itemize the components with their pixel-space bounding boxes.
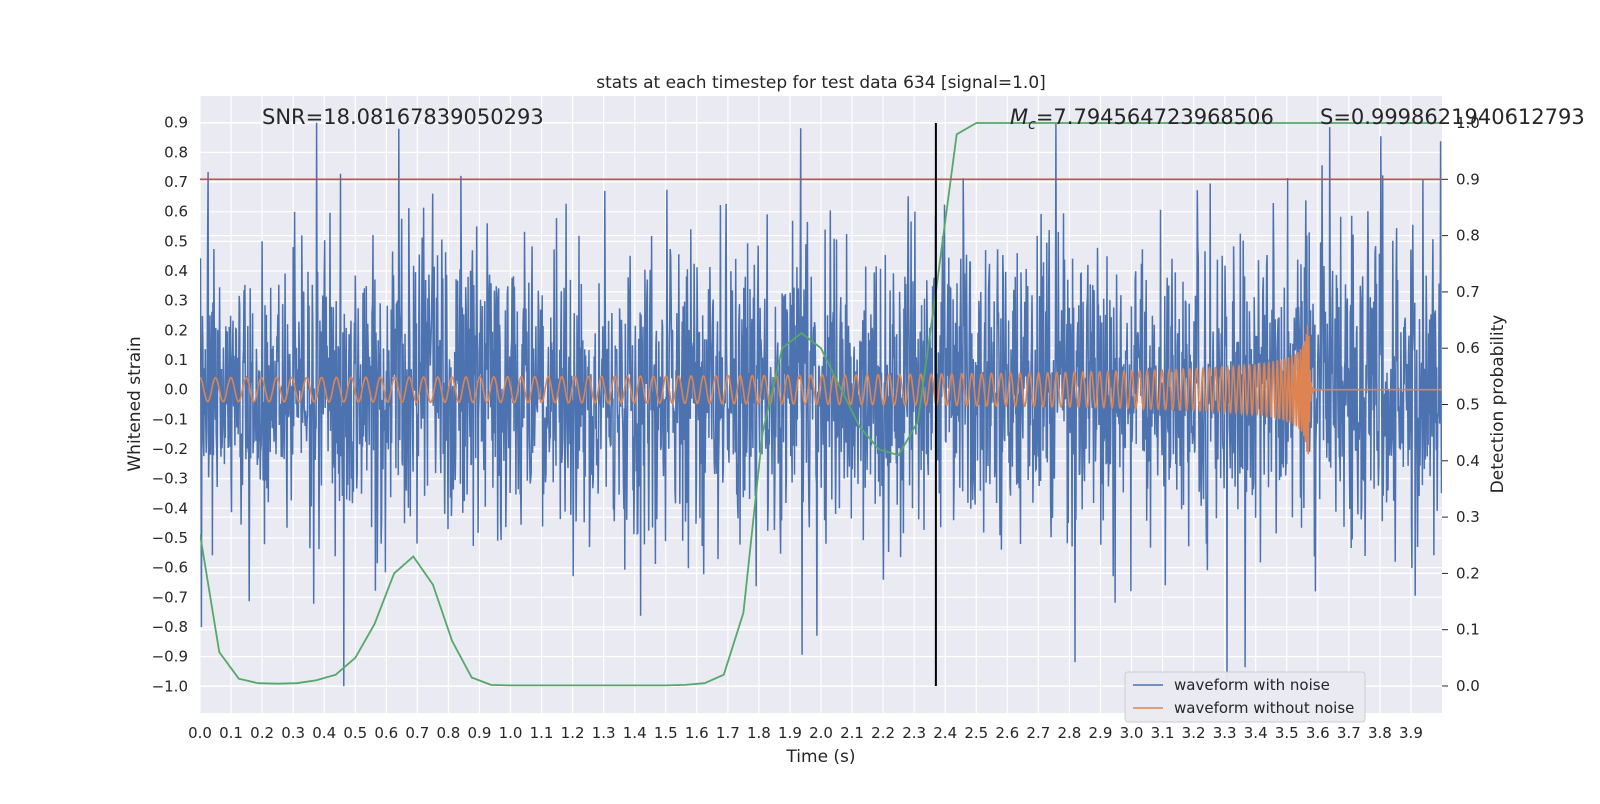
chirp-mass-value: =7.794564723968506 — [1036, 105, 1274, 129]
x-tick-label: 3.7 — [1337, 724, 1361, 742]
x-tick-label: 3.4 — [1244, 724, 1268, 742]
y-tick-label: 0.9 — [164, 114, 188, 132]
y2-axis-label: Detection probability — [1488, 315, 1508, 494]
x-tick-label: 2.0 — [809, 724, 833, 742]
x-tick-label: 1.9 — [778, 724, 802, 742]
clean-waveform-layer — [200, 324, 1442, 455]
noise-waveform-line — [200, 122, 1442, 687]
x-tick-label: 2.6 — [995, 724, 1019, 742]
x-tick-label: 0.5 — [343, 724, 367, 742]
x-tick-label: 0.9 — [468, 724, 492, 742]
y-tick-label: −0.5 — [152, 529, 188, 547]
y-tick-label: 0.2 — [164, 321, 188, 339]
x-tick-label: 0.8 — [436, 724, 460, 742]
x-tick-label: 0.6 — [374, 724, 398, 742]
x-tick-label: 2.2 — [871, 724, 895, 742]
noise-waveform-layer — [200, 122, 1442, 687]
y2-tick-label: 0.1 — [1456, 621, 1480, 639]
y2-tick-label: 0.8 — [1456, 227, 1480, 245]
legend-box — [1124, 671, 1366, 723]
y2-tick-label: 1.0 — [1456, 114, 1480, 132]
y-tick-label: −1.0 — [152, 677, 188, 695]
y2-tick-label: 0.5 — [1456, 396, 1480, 414]
y2-tick-label: 0.0 — [1456, 677, 1480, 695]
y-tick-label: 0.8 — [164, 143, 188, 161]
y-tick-label: 0.0 — [164, 381, 188, 399]
y-tick-label: −0.9 — [152, 648, 188, 666]
x-tick-label: 0.7 — [405, 724, 429, 742]
x-tick-label: 1.1 — [530, 724, 554, 742]
x-tick-label: 2.8 — [1057, 724, 1081, 742]
y-tick-label: −0.2 — [152, 440, 188, 458]
x-tick-label: 3.8 — [1368, 724, 1392, 742]
y-axis-label: Whitened strain — [125, 336, 145, 471]
clean-waveform-line — [200, 324, 1442, 455]
x-tick-label: 2.3 — [902, 724, 926, 742]
y-tick-label: −0.3 — [152, 470, 188, 488]
x-tick-label: 3.1 — [1151, 724, 1175, 742]
probability-layer — [200, 122, 1442, 687]
y-tick-label: −0.8 — [152, 618, 188, 636]
y-tick-label: 0.1 — [164, 351, 188, 369]
legend: waveform with noise waveform without noi… — [1124, 671, 1366, 723]
x-tick-label: 1.0 — [499, 724, 523, 742]
legend-entry-clean: waveform without noise — [1174, 699, 1354, 717]
x-tick-label: 3.9 — [1399, 724, 1423, 742]
x-tick-label: 1.3 — [592, 724, 616, 742]
y2-tick-label: 0.4 — [1456, 452, 1480, 470]
chart-title: stats at each timestep for test data 634… — [596, 73, 1046, 93]
x-tick-label: 2.1 — [840, 724, 864, 742]
x-tick-label: 3.6 — [1306, 724, 1330, 742]
x-tick-label: 0.4 — [312, 724, 336, 742]
legend-entry-noise: waveform with noise — [1174, 676, 1330, 694]
x-tick-label: 0.3 — [281, 724, 305, 742]
x-tick-label: 0.0 — [188, 724, 212, 742]
x-tick-label: 0.2 — [250, 724, 274, 742]
x-tick-label: 1.4 — [623, 724, 647, 742]
overlay-layer — [200, 123, 1442, 686]
x-tick-label: 1.7 — [716, 724, 740, 742]
y2-tick-label: 0.9 — [1456, 170, 1480, 188]
y-tick-label: −0.4 — [152, 499, 188, 517]
x-tick-label: 0.1 — [219, 724, 243, 742]
y-tick-label: 0.5 — [164, 232, 188, 250]
chirp-mass-annotation: Mc=7.794564723968506 — [1010, 105, 1274, 133]
y-tick-label: 0.6 — [164, 203, 188, 221]
x-tick-label: 1.6 — [685, 724, 709, 742]
x-tick-label: 1.5 — [654, 724, 678, 742]
y2-tick-label: 0.6 — [1456, 339, 1480, 357]
y2-tick-label: 0.3 — [1456, 508, 1480, 526]
x-tick-label: 3.3 — [1213, 724, 1237, 742]
chirp-mass-subscript: c — [1028, 117, 1036, 133]
x-tick-label: 1.8 — [747, 724, 771, 742]
y-tick-label: 0.7 — [164, 173, 188, 191]
significance-annotation: S=0.9998621940612793 — [1320, 105, 1585, 129]
x-tick-label: 2.7 — [1026, 724, 1050, 742]
y2-tick-label: 0.2 — [1456, 564, 1480, 582]
y-tick-label: −0.7 — [152, 588, 188, 606]
x-tick-label: 1.2 — [561, 724, 585, 742]
x-tick-label: 2.9 — [1089, 724, 1113, 742]
x-tick-label: 3.0 — [1120, 724, 1144, 742]
x-axis-label: Time (s) — [785, 747, 855, 767]
y-tick-label: −0.6 — [152, 559, 188, 577]
chirp-mass-symbol: M — [1010, 105, 1028, 129]
y-tick-label: 0.4 — [164, 262, 188, 280]
x-tick-label: 3.2 — [1182, 724, 1206, 742]
x-tick-label: 2.4 — [933, 724, 957, 742]
probability-line — [200, 122, 1442, 687]
y-tick-label: −0.1 — [152, 410, 188, 428]
snr-annotation: SNR=18.08167839050293 — [262, 105, 544, 129]
y2-tick-label: 0.7 — [1456, 283, 1480, 301]
ticks-layer: 0.0 0.1 0.2 0.3 0.4 0.5 0.6 0.7 0.8 0.9 1.0 1.1 1.2 1… — [152, 114, 1480, 742]
x-tick-label: 3.5 — [1275, 724, 1299, 742]
y-tick-label: 0.3 — [164, 292, 188, 310]
x-tick-label: 2.5 — [964, 724, 988, 742]
